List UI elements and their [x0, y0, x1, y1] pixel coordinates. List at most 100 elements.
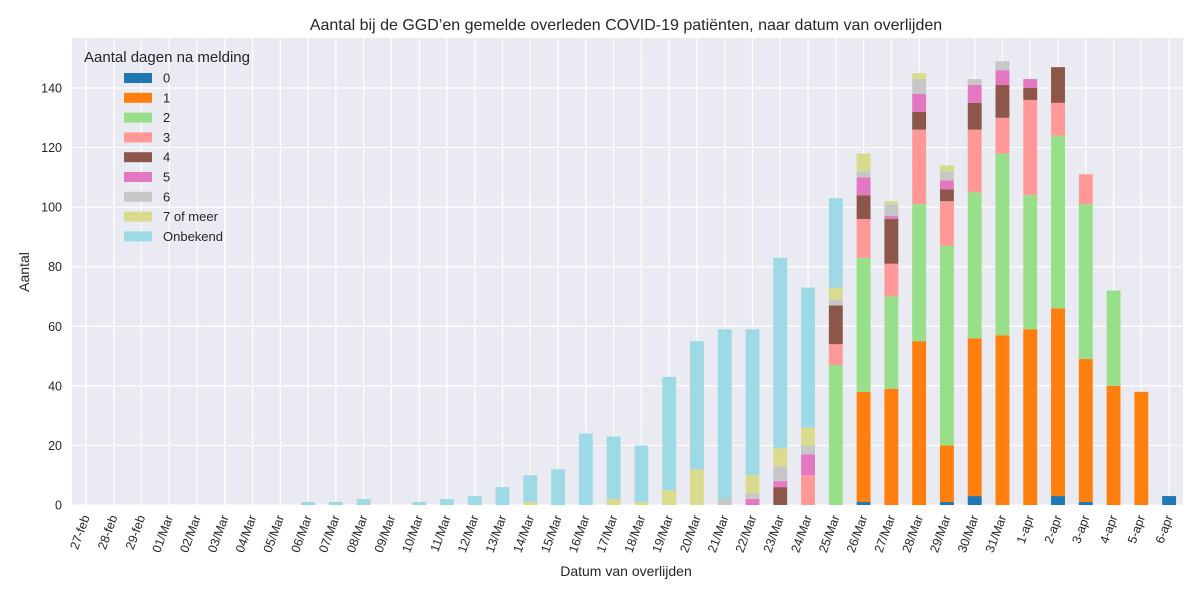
bar-segment-2: [995, 153, 1010, 336]
bar-segment-2: [828, 365, 843, 505]
bar-segment-onbekend: [467, 496, 482, 505]
legend-swatch: [124, 231, 152, 242]
bar-segment-onbekend: [578, 433, 593, 505]
bar-segment-6: [967, 79, 982, 86]
y-axis-label: Aantal: [16, 252, 32, 292]
x-tick-label: 07/Mar: [316, 513, 342, 554]
x-tick-label: 09/Mar: [372, 513, 398, 554]
x-tick-label: 13/Mar: [483, 513, 509, 554]
bar-segment-0: [1162, 496, 1177, 505]
x-tick-label: 2-apr: [1042, 513, 1065, 545]
legend-entry: 6: [163, 189, 170, 204]
x-tick-label: 4-apr: [1097, 513, 1120, 545]
bar-segment-5: [912, 93, 927, 112]
bar-segment-7-of-meer: [523, 502, 538, 505]
x-tick-label: 27-feb: [67, 513, 92, 551]
bar-segment-2: [1023, 195, 1038, 330]
bar-segment-3: [995, 117, 1010, 154]
bar-segment-5: [1023, 79, 1038, 88]
x-tick-label: 29-feb: [123, 513, 148, 551]
bar-segment-3: [801, 475, 815, 505]
bar-segment-3: [912, 129, 927, 205]
bar-segment-onbekend: [828, 198, 843, 288]
x-tick-label: 21/Mar: [705, 513, 731, 554]
bar-segment-1: [1106, 385, 1121, 505]
x-tick-label: 14/Mar: [511, 513, 537, 554]
legend-entry: 3: [163, 130, 170, 145]
bar-segment-2: [856, 257, 871, 392]
bar-segment-0: [1078, 502, 1093, 505]
bar-segment-3: [884, 263, 899, 297]
bar-segment-1: [912, 341, 927, 505]
bar-segment-onbekend: [328, 502, 343, 505]
x-tick-label: 27/Mar: [872, 513, 898, 554]
bar-segment-7-of-meer: [912, 73, 927, 80]
bar-segment-6: [745, 493, 760, 500]
bar-segment-7-of-meer: [745, 475, 760, 494]
legend-swatch: [124, 73, 152, 83]
bar-segment-4: [1023, 88, 1038, 100]
bar-segment-7-of-meer: [939, 165, 954, 172]
bar-segment-onbekend: [801, 287, 815, 428]
x-tick-label: 01/Mar: [150, 513, 176, 554]
bar-segment-5: [856, 177, 871, 196]
y-tick-label: 40: [48, 379, 62, 393]
bar-segment-2: [967, 192, 982, 339]
y-tick-label: 80: [48, 260, 62, 274]
bar-segment-3: [828, 344, 843, 366]
legend-entry: 5: [163, 170, 170, 185]
bar-segment-1: [1051, 308, 1065, 497]
bar-segment-7-of-meer: [801, 427, 815, 446]
x-tick-label: 3-apr: [1069, 513, 1092, 545]
bar-segment-4: [995, 85, 1010, 118]
bar-segment-7-of-meer: [662, 490, 677, 505]
x-tick-label: 1-apr: [1014, 513, 1037, 545]
x-tick-label: 19/Mar: [650, 513, 676, 554]
bar-segment-1: [939, 445, 954, 503]
legend-swatch: [124, 152, 152, 163]
bar-segment-6: [939, 171, 954, 181]
legend-title: Aantal dagen na melding: [84, 49, 250, 66]
plot-background: [72, 38, 1183, 505]
bar-segment-7-of-meer: [689, 469, 704, 505]
bar-segment-onbekend: [495, 487, 510, 505]
bar-segment-6: [801, 445, 815, 455]
bar-segment-7-of-meer: [884, 201, 899, 205]
bar-segment-4: [967, 102, 982, 130]
bar-segment-6: [717, 499, 732, 505]
bar-segment-onbekend: [662, 376, 677, 491]
bar-segment-6: [912, 79, 927, 94]
bar-segment-0: [1051, 496, 1065, 505]
x-tick-label: 26/Mar: [844, 513, 870, 554]
x-tick-label: 5-apr: [1125, 513, 1148, 545]
x-tick-label: 10/Mar: [400, 513, 426, 554]
bar-segment-6: [856, 171, 871, 178]
bar-segment-1: [1134, 391, 1149, 505]
legend-entry: 0: [163, 71, 170, 86]
y-tick-label: 100: [41, 201, 62, 215]
bar-segment-7-of-meer: [856, 153, 871, 172]
bar-segment-6: [884, 204, 899, 217]
bar-segment-7-of-meer: [606, 499, 621, 505]
bar-segment-onbekend: [745, 329, 760, 476]
bar-segment-7-of-meer: [773, 448, 788, 467]
bar-segment-3: [1023, 99, 1038, 196]
x-tick-label: 30/Mar: [955, 513, 981, 554]
bar-segment-2: [1078, 204, 1093, 360]
legend-entry: Onbekend: [163, 229, 223, 244]
bar-segment-1: [1078, 359, 1093, 503]
bar-segment-2: [939, 245, 954, 446]
bar-segment-onbekend: [440, 499, 454, 505]
bar-segment-5: [773, 481, 788, 488]
bar-segment-1: [995, 335, 1010, 505]
x-tick-label: 23/Mar: [761, 513, 787, 554]
bar-segment-4: [773, 487, 788, 505]
bar-segment-onbekend: [773, 257, 788, 449]
legend-entry: 4: [163, 150, 170, 165]
bar-segment-0: [856, 502, 871, 505]
y-tick-label: 120: [41, 141, 62, 155]
bar-segment-7-of-meer: [634, 502, 649, 505]
bar-segment-2: [884, 296, 899, 389]
bar-segment-onbekend: [717, 329, 732, 500]
x-axis-ticks: 27-feb 28-feb 29-feb 01/Mar 02/Mar 03/Mar 04/M…: [67, 513, 1176, 554]
